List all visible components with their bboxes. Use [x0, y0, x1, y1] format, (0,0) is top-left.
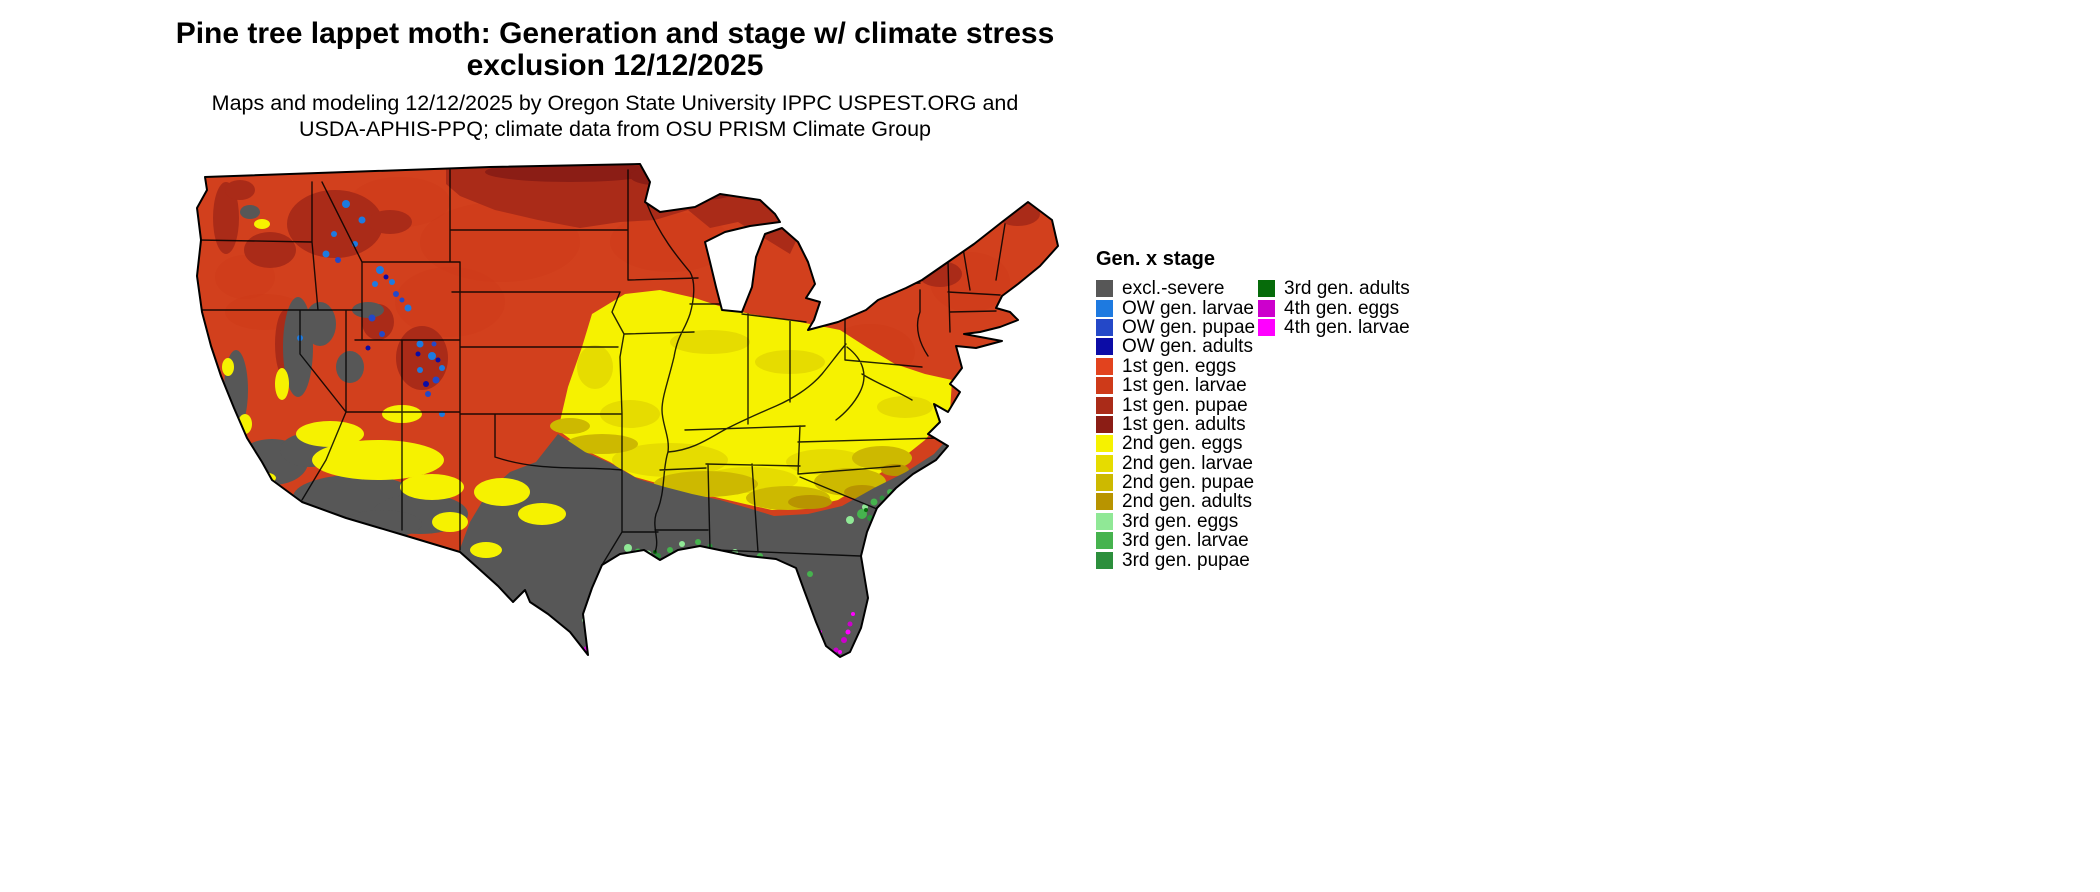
- legend-item: 3rd gen. pupae: [1096, 549, 1258, 571]
- second-gen-pupae-mottle: [550, 418, 912, 510]
- legend-columns: excl.-severe OW gen. larvae OW gen. pupa…: [1096, 279, 1420, 570]
- legend-item: 3rd gen. eggs: [1096, 512, 1258, 531]
- legend-swatch: [1258, 280, 1275, 298]
- page-title-line2: exclusion 12/12/2025: [466, 49, 764, 83]
- ow-gen-specks: [297, 200, 445, 417]
- legend-label: 3rd gen. pupae: [1122, 549, 1250, 571]
- legend-label: 1st gen. adults: [1122, 413, 1246, 435]
- legend-label: 2nd gen. pupae: [1122, 472, 1255, 494]
- map-region-fills: [197, 164, 1058, 657]
- legend-swatch: [1096, 493, 1113, 511]
- legend-item: 2nd gen. larvae: [1096, 454, 1258, 473]
- us-outline: [196, 163, 1059, 658]
- legend-label: excl.-severe: [1122, 278, 1225, 300]
- legend-item: 3rd gen. larvae: [1096, 531, 1258, 550]
- legend-label: 4th gen. eggs: [1284, 297, 1400, 319]
- legend-swatch: [1096, 299, 1113, 317]
- legend-item: OW gen. adults: [1096, 337, 1258, 356]
- fourth-gen-specks: [583, 612, 855, 656]
- legend-label: 3rd gen. adults: [1284, 278, 1410, 300]
- legend: Gen. x stage excl.-severe OW gen. larvae…: [1096, 248, 1420, 570]
- page-title-line1: Pine tree lappet moth: Generation and st…: [175, 17, 1055, 50]
- legend-label: 1st gen. larvae: [1122, 375, 1247, 397]
- legend-title: Gen. x stage: [1096, 248, 1215, 270]
- page-subtitle-line1: Maps and modeling 12/12/2025 by Oregon S…: [211, 91, 1019, 115]
- legend-swatch: [1096, 532, 1113, 550]
- legend-swatch: [1096, 377, 1113, 395]
- legend-item: 1st gen. adults: [1096, 415, 1258, 434]
- legend-item: 1st gen. eggs: [1096, 357, 1258, 376]
- legend-column-2: 3rd gen. adults 4th gen. eggs 4th gen. l…: [1258, 279, 1420, 337]
- legend-swatch: [1096, 396, 1113, 414]
- legend-label: 3rd gen. eggs: [1122, 510, 1239, 532]
- legend-label: 4th gen. larvae: [1284, 316, 1410, 338]
- legend-column-1: excl.-severe OW gen. larvae OW gen. pupa…: [1096, 279, 1258, 570]
- legend-item: 2nd gen. pupae: [1096, 473, 1258, 492]
- legend-label: OW gen. adults: [1122, 336, 1253, 358]
- legend-label: 2nd gen. eggs: [1122, 433, 1243, 455]
- legend-swatch: [1258, 299, 1275, 317]
- legend-swatch: [1096, 551, 1113, 569]
- legend-item: excl.-severe: [1096, 279, 1258, 298]
- legend-item: 3rd gen. adults: [1258, 279, 1420, 298]
- legend-item: 2nd gen. eggs: [1096, 434, 1258, 453]
- legend-item: 1st gen. pupae: [1096, 394, 1258, 416]
- second-gen-southwest-patches: [222, 219, 566, 558]
- page-subtitle: Maps and modeling 12/12/2025 by Oregon S…: [0, 91, 1230, 143]
- legend-swatch: [1096, 474, 1113, 492]
- legend-label: OW gen. larvae: [1122, 297, 1254, 319]
- legend-swatch: [1096, 435, 1113, 453]
- legend-label: 2nd gen. larvae: [1122, 452, 1253, 474]
- legend-swatch: [1096, 318, 1113, 336]
- legend-swatch: [1258, 318, 1275, 336]
- page-title: Pine tree lappet moth: Generation and st…: [0, 17, 1230, 83]
- legend-item: 4th gen. eggs: [1258, 297, 1420, 319]
- legend-label: 1st gen. pupae: [1122, 394, 1248, 416]
- legend-item: 4th gen. larvae: [1258, 318, 1420, 337]
- legend-label: 2nd gen. adults: [1122, 491, 1252, 513]
- us-map-svg: [196, 163, 1059, 658]
- legend-swatch: [1096, 338, 1113, 356]
- legend-label: 3rd gen. larvae: [1122, 530, 1249, 552]
- legend-item: OW gen. larvae: [1096, 297, 1258, 319]
- legend-swatch: [1096, 357, 1113, 375]
- legend-swatch: [1096, 454, 1113, 472]
- legend-label: 1st gen. eggs: [1122, 355, 1237, 377]
- us-map: [150, 162, 1065, 662]
- legend-swatch: [1096, 280, 1113, 298]
- legend-item: 2nd gen. adults: [1096, 492, 1258, 511]
- legend-item: OW gen. pupae: [1096, 318, 1258, 337]
- legend-swatch: [1096, 512, 1113, 530]
- legend-label: OW gen. pupae: [1122, 316, 1256, 338]
- legend-swatch: [1096, 415, 1113, 433]
- page-subtitle-line2: USDA-APHIS-PPQ; climate data from OSU PR…: [298, 116, 932, 141]
- legend-item: 1st gen. larvae: [1096, 376, 1258, 395]
